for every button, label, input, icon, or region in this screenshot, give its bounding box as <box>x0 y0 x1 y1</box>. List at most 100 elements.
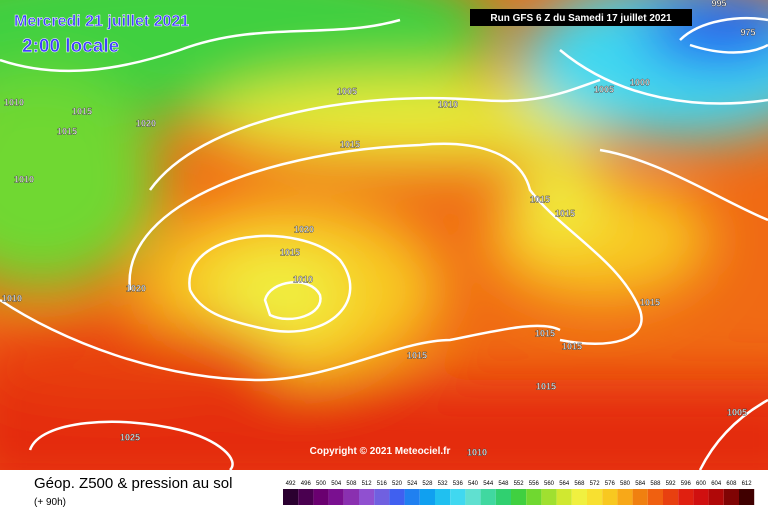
scale-label: 536 <box>453 481 464 487</box>
scale-label: 544 <box>483 481 494 487</box>
footer-lead: (+ 90h) <box>34 497 66 508</box>
isobar-label: 1010 <box>4 97 24 107</box>
isobar-label: 1020 <box>294 224 314 234</box>
isobar <box>0 18 401 73</box>
scale-label: 524 <box>407 481 418 487</box>
footer-title: Géop. Z500 & pression au sol <box>34 475 232 492</box>
isobar <box>263 281 322 321</box>
isobar-label: 1025 <box>120 432 140 442</box>
isobar-label: 1015 <box>340 139 360 149</box>
scale-label: 580 <box>620 481 631 487</box>
scale-swatch <box>435 489 451 505</box>
isobar-label: 1020 <box>126 283 146 293</box>
isobar <box>28 420 234 471</box>
isobar-label: 1020 <box>136 118 156 128</box>
field <box>0 0 768 500</box>
scale-label: 556 <box>529 481 540 487</box>
isobar-label: 1005 <box>594 84 614 94</box>
scale-swatch <box>298 489 314 505</box>
scale-label: 568 <box>574 481 585 487</box>
forecast-time: 2:00 locale <box>22 36 119 57</box>
scale-label: 532 <box>438 481 449 487</box>
scale-label: 612 <box>742 481 753 487</box>
run-info: Run GFS 6 Z du Samedi 17 juillet 2021 <box>490 13 672 24</box>
scale-label: 604 <box>711 481 722 487</box>
forecast-date: Mercredi 21 juillet 2021 <box>14 13 189 30</box>
scale-swatch <box>480 489 496 505</box>
scale-label: 512 <box>362 481 373 487</box>
scale-swatch <box>647 489 663 505</box>
scale-label: 500 <box>316 481 327 487</box>
scale-label: 560 <box>544 481 555 487</box>
isobar <box>698 398 768 471</box>
isobar-label: 1010 <box>293 274 313 284</box>
isobar-label: 1015 <box>555 208 575 218</box>
isobar-label: 1010 <box>2 293 22 303</box>
scale-swatch <box>450 489 466 505</box>
scale-swatch <box>556 489 572 505</box>
scale-label: 584 <box>635 481 646 487</box>
isobar-label: 1010 <box>467 447 487 457</box>
isobar <box>599 148 768 222</box>
scale-swatch <box>663 489 679 505</box>
scale-swatch <box>693 489 709 505</box>
isobar-label: 1015 <box>280 247 300 257</box>
isobar-label: 1015 <box>562 341 582 351</box>
isobar-label: 1000 <box>630 77 650 87</box>
scale-swatch <box>723 489 739 505</box>
isobar-label: 1015 <box>530 194 550 204</box>
scale-label: 492 <box>286 481 297 487</box>
color-scale: 492 496 500 504 508 512 516 520 524 528 532 536 540 5… <box>283 481 755 505</box>
scale-swatch <box>283 489 299 505</box>
scale-swatch <box>328 489 344 505</box>
scale-swatch <box>587 489 603 505</box>
scale-swatch <box>511 489 527 505</box>
isobar-label: 1005 <box>337 86 357 96</box>
scale-swatch <box>419 489 435 505</box>
scale-swatch <box>708 489 724 505</box>
scale-swatch <box>739 489 755 505</box>
scale-label: 520 <box>392 481 403 487</box>
scale-label: 592 <box>666 481 677 487</box>
isobar-label: 1015 <box>640 297 660 307</box>
scale-swatch <box>404 489 420 505</box>
copyright: Copyright © 2021 Meteociel.fr <box>310 446 451 457</box>
scale-swatch <box>541 489 557 505</box>
scale-label: 496 <box>301 481 312 487</box>
isobar-label: 1015 <box>535 328 555 338</box>
scale-label: 588 <box>650 481 661 487</box>
scale-swatch <box>632 489 648 505</box>
scale-swatch <box>571 489 587 505</box>
scale-swatch <box>313 489 329 505</box>
scale-swatch <box>602 489 618 505</box>
scale-swatch <box>374 489 390 505</box>
isobar <box>188 234 352 333</box>
scale-swatch <box>389 489 405 505</box>
scale-label: 572 <box>590 481 601 487</box>
scale-label: 552 <box>514 481 525 487</box>
scale-label: 600 <box>696 481 707 487</box>
scale-label: 596 <box>681 481 692 487</box>
isobar-label: 1010 <box>14 174 34 184</box>
scale-label: 504 <box>331 481 342 487</box>
scale-swatch <box>359 489 375 505</box>
scale-swatch <box>465 489 481 505</box>
isobar-label: 1015 <box>407 350 427 360</box>
isobar-label: 995 <box>711 0 726 8</box>
scale-label: 528 <box>422 481 433 487</box>
scale-label: 548 <box>498 481 509 487</box>
run-box <box>470 9 692 26</box>
isobar <box>679 16 768 54</box>
isobar-label: 1015 <box>536 381 556 391</box>
isobar-label: 1005 <box>727 407 747 417</box>
scale-swatch <box>617 489 633 505</box>
isobar-label: 1015 <box>72 106 92 116</box>
scale-swatch <box>678 489 694 505</box>
scale-label: 564 <box>559 481 570 487</box>
scale-swatch <box>495 489 511 505</box>
scale-label: 516 <box>377 481 388 487</box>
isobar-label: 975 <box>740 27 755 37</box>
isobars <box>0 16 768 471</box>
isobar-label: 1015 <box>57 126 77 136</box>
scale-swatch <box>526 489 542 505</box>
